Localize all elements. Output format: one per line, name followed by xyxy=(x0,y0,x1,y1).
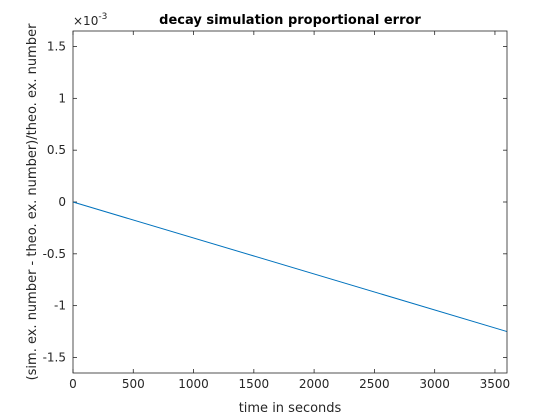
ticks-group: 0 500 1000 1500 2000 2500 3000 3500 1.5 1 0.5 0 -0.5… xyxy=(43,31,511,391)
series-group xyxy=(72,201,508,333)
plot-area xyxy=(73,31,507,373)
series-line xyxy=(72,201,508,333)
x-tick-label: 2000 xyxy=(299,377,330,391)
y-tick-label: 1.5 xyxy=(47,40,66,54)
y-scale-exponent-power: -3 xyxy=(98,12,107,22)
x-tick-label: 3000 xyxy=(419,377,450,391)
y-scale-exponent-base: ×10 xyxy=(73,14,98,28)
y-axis-label: (sim. ex. number - theo. ex. number)/the… xyxy=(25,23,40,380)
x-tick-label: 1500 xyxy=(239,377,270,391)
chart-title: decay simulation proportional error xyxy=(159,13,421,28)
plot-frame xyxy=(72,30,508,374)
y-tick-label: 0 xyxy=(58,195,66,209)
x-tick-label: 3500 xyxy=(480,377,511,391)
y-tick-label: -0.5 xyxy=(43,247,66,261)
x-axis-label: time in seconds xyxy=(239,401,342,416)
y-tick-label: 0.5 xyxy=(47,143,66,157)
x-tick-label: 1000 xyxy=(178,377,209,391)
x-tick-label: 2500 xyxy=(359,377,390,391)
x-tick-label: 0 xyxy=(69,377,77,391)
y-tick-label: -1 xyxy=(54,299,66,313)
y-tick-label: -1.5 xyxy=(43,350,66,364)
y-scale-exponent: ×10-3 xyxy=(73,12,107,28)
y-tick-label: 1 xyxy=(58,91,66,105)
x-tick-label: 500 xyxy=(122,377,145,391)
